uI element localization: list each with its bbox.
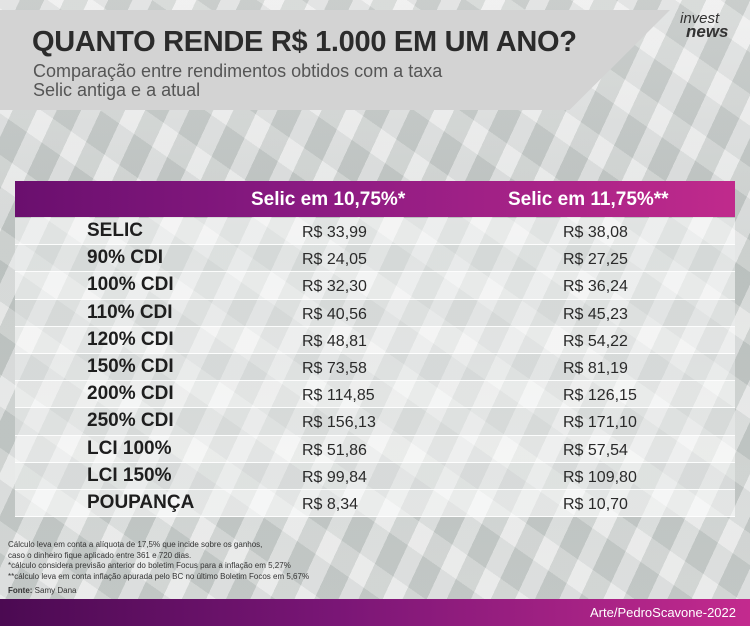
table-row: LCI 100% R$ 51,86 R$ 57,54 — [15, 435, 735, 463]
row-value-selic-1175: R$ 81,19 — [563, 359, 628, 377]
row-label: 150% CDI — [87, 355, 174, 377]
logo-line-1: invest — [680, 10, 720, 27]
table-row: 90% CDI R$ 24,05 R$ 27,25 — [15, 245, 735, 273]
table-row: SELIC R$ 33,99 R$ 38,08 — [15, 218, 735, 246]
investnews-logo: invest news — [680, 10, 740, 41]
table-body: SELIC R$ 33,99 R$ 38,08 90% CDI R$ 24,05… — [15, 218, 735, 518]
row-value-selic-1175: R$ 27,25 — [563, 251, 628, 269]
row-value-selic-1075: R$ 48,81 — [302, 332, 367, 350]
row-value-selic-1175: R$ 45,23 — [563, 305, 628, 323]
footnote-double-asterisk: **cálculo leva em conta inflação apurada… — [8, 571, 310, 581]
footer-bar: Arte/PedroScavone-2022 — [0, 599, 750, 626]
table-row: 200% CDI R$ 114,85 R$ 126,15 — [15, 381, 735, 409]
row-value-selic-1075: R$ 99,84 — [302, 468, 367, 486]
row-value-selic-1075: R$ 73,58 — [302, 359, 367, 377]
row-label: POUPANÇA — [87, 491, 195, 513]
art-credit: Arte/PedroScavone-2022 — [590, 605, 736, 620]
row-value-selic-1175: R$ 109,80 — [563, 468, 637, 486]
page-subtitle: Comparação entre rendimentos obtidos com… — [33, 62, 593, 100]
row-value-selic-1075: R$ 8,34 — [302, 495, 359, 513]
subtitle-line-1: Comparação entre rendimentos obtidos com… — [33, 61, 443, 81]
row-label: SELIC — [87, 220, 143, 241]
table-row: POUPANÇA R$ 8,34 R$ 10,70 — [15, 489, 735, 518]
row-label: LCI 150% — [87, 464, 172, 486]
row-value-selic-1175: R$ 36,24 — [563, 278, 628, 296]
row-value-selic-1175: R$ 10,70 — [563, 495, 628, 513]
footnote-tax-cont: caso o dinheiro fique aplicado entre 361… — [8, 550, 192, 560]
footnote-asterisk: *cálculo considera previsão anterior do … — [8, 561, 291, 570]
row-label: 100% CDI — [87, 274, 174, 296]
logo-line-2: news — [686, 22, 729, 41]
header-band — [0, 10, 670, 110]
table-row: 110% CDI R$ 40,56 R$ 45,23 — [15, 299, 735, 327]
row-value-selic-1175: R$ 57,54 — [563, 441, 628, 459]
table-row: 250% CDI R$ 156,13 R$ 171,10 — [15, 408, 735, 436]
table-header: Selic em 10,75%* Selic em 11,75%** — [15, 181, 735, 217]
page-title: QUANTO RENDE R$ 1.000 EM UM ANO? — [32, 26, 577, 58]
footnotes: Cálculo leva em conta a alíquota de 17,5… — [8, 540, 458, 582]
table-row: 120% CDI R$ 48,81 R$ 54,22 — [15, 326, 735, 354]
source-note: Fonte: Samy Dana — [8, 586, 76, 595]
row-label: 250% CDI — [87, 410, 174, 432]
table-row: 100% CDI R$ 32,30 R$ 36,24 — [15, 272, 735, 300]
subtitle-line-2: Selic antiga e a atual — [33, 80, 201, 100]
row-value-selic-1175: R$ 38,08 — [563, 224, 628, 241]
footnote-tax: Cálculo leva em conta a alíquota de 17,5… — [8, 540, 263, 549]
table-row: 150% CDI R$ 73,58 R$ 81,19 — [15, 353, 735, 382]
row-value-selic-1175: R$ 171,10 — [563, 414, 637, 432]
row-value-selic-1075: R$ 24,05 — [302, 251, 367, 269]
row-label: 90% CDI — [87, 247, 164, 269]
row-label: 120% CDI — [87, 328, 174, 350]
row-value-selic-1175: R$ 54,22 — [563, 332, 628, 350]
source-value: Samy Dana — [34, 586, 77, 595]
row-value-selic-1075: R$ 51,86 — [302, 441, 367, 459]
source-label: Fonte: — [8, 586, 33, 595]
table-row: LCI 150% R$ 99,84 R$ 109,80 — [15, 462, 735, 490]
column-header-selic-1175: Selic em 11,75%** — [508, 189, 669, 210]
row-value-selic-1075: R$ 156,13 — [302, 414, 376, 432]
row-value-selic-1075: R$ 40,56 — [302, 305, 367, 323]
column-header-selic-1075: Selic em 10,75%* — [251, 189, 406, 210]
row-value-selic-1075: R$ 32,30 — [302, 278, 367, 296]
row-value-selic-1075: R$ 33,99 — [302, 224, 367, 241]
row-value-selic-1175: R$ 126,15 — [563, 387, 637, 405]
row-value-selic-1075: R$ 114,85 — [302, 387, 375, 405]
row-label: 110% CDI — [87, 301, 173, 323]
row-label: LCI 100% — [87, 437, 172, 459]
row-label: 200% CDI — [87, 383, 174, 405]
